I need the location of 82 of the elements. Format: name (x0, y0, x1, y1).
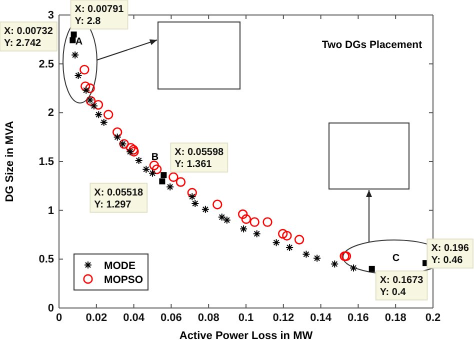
point (313, 254, 322, 262)
point (148, 169, 156, 178)
point (262, 217, 272, 227)
point (149, 160, 160, 170)
point (166, 182, 174, 191)
legend-label: MOPSO (104, 274, 144, 286)
point (278, 228, 288, 239)
point (302, 250, 310, 258)
point (272, 238, 280, 247)
point (74, 72, 82, 80)
point (201, 205, 210, 214)
y-tick-label: 1 (48, 204, 54, 217)
x-tick-label: 0.2 (425, 312, 441, 324)
point (241, 214, 252, 224)
annotation: A (75, 36, 83, 48)
point (294, 234, 304, 244)
point (330, 260, 339, 268)
point (134, 156, 143, 165)
point (90, 102, 98, 110)
y-tick-label: 3 (48, 10, 54, 22)
point (94, 110, 103, 119)
x-tick-label: 0.06 (160, 312, 182, 324)
point (286, 243, 294, 252)
point (250, 217, 260, 227)
point (104, 110, 114, 120)
x-tick-label: 0.1 (238, 312, 254, 324)
annotation: X: 0.1673 Y: 0.4 (380, 274, 424, 298)
x-tick-label: 0.16 (347, 312, 369, 324)
point (82, 86, 90, 94)
y-axis-title: DG Size in MVA (4, 120, 16, 202)
text: Two DGs Placement (322, 39, 423, 51)
x-tick-label: 0.02 (86, 312, 108, 324)
x-tick-label: 0 (56, 312, 62, 324)
x-tick-label: 0.18 (384, 312, 406, 324)
point (350, 264, 358, 272)
point (188, 192, 196, 201)
x-axis-title: Active Power Loss in MW (179, 330, 314, 342)
annotation: B (151, 152, 159, 163)
x-tick-label: 0.12 (272, 312, 294, 324)
point (368, 266, 375, 272)
point (240, 224, 248, 233)
y-tick-label: 2 (48, 107, 54, 120)
y-tick-label: 0 (48, 302, 54, 315)
point (218, 213, 226, 222)
point (100, 118, 108, 126)
point (212, 200, 222, 210)
point (159, 178, 166, 184)
y-tick-label: 0.5 (38, 254, 54, 266)
point (71, 51, 80, 60)
annotation: X: 0.00732 Y: 2.742 (4, 26, 54, 49)
point (142, 165, 150, 174)
point (160, 172, 167, 178)
point (80, 81, 90, 92)
annotation: C (392, 253, 400, 264)
point (70, 32, 77, 38)
point (168, 172, 178, 182)
x-tick-label: 0.14 (310, 312, 332, 324)
point (80, 64, 90, 75)
point (126, 142, 136, 153)
annotation: X: 0.196 Y: 0.46 (431, 243, 470, 266)
point (113, 133, 122, 142)
point (238, 209, 248, 220)
annotation: X: 0.00791 Y: 2.8 (74, 4, 124, 27)
point (282, 230, 292, 241)
x-tick-label: 0.04 (123, 312, 146, 324)
x-tick-label: 0.08 (198, 312, 220, 324)
y-tick-label: 2.5 (38, 58, 54, 70)
point (85, 83, 95, 94)
annotation: X: 0.05518 Y: 1.297 (94, 187, 144, 210)
point (112, 127, 122, 138)
point (93, 100, 104, 110)
point (187, 188, 197, 198)
annotation: X: 0.05598 Y: 1.361 (174, 147, 224, 170)
point (222, 216, 231, 224)
point (152, 164, 162, 174)
point (252, 230, 261, 238)
y-tick-label: 1.5 (38, 156, 54, 168)
point (70, 37, 76, 44)
point (191, 199, 200, 208)
point (126, 148, 134, 156)
legend-label: MODE (104, 260, 136, 272)
point (176, 177, 186, 187)
